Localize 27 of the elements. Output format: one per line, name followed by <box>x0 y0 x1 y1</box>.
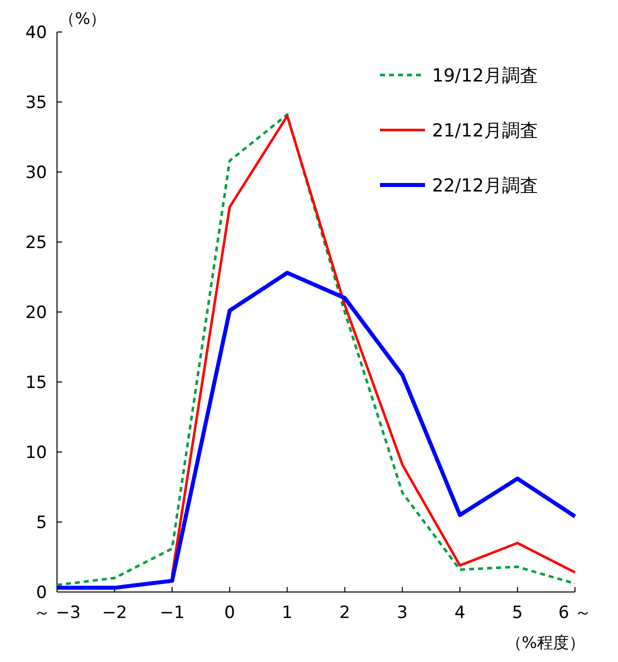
x-tick-label: 1 <box>282 603 293 623</box>
x-tick-label: 2 <box>339 603 350 623</box>
y-tick-label: 25 <box>25 232 47 253</box>
x-tick-label: 4 <box>454 603 466 623</box>
y-tick-label: 10 <box>25 442 47 463</box>
y-tick-label: 20 <box>25 302 47 323</box>
legend-label: 19/12月調査 <box>432 65 538 86</box>
legend-label: 21/12月調査 <box>432 120 538 142</box>
x-tick-label: 0 <box>224 603 236 623</box>
y-tick-label: 35 <box>25 92 47 113</box>
x-tick-label: ～ −3 <box>33 603 81 623</box>
x-tick-label: −2 <box>102 603 128 623</box>
y-tick-label: 0 <box>36 582 47 603</box>
y-axis-title: （%） <box>59 9 106 28</box>
x-axis-title: （%程度） <box>506 633 585 652</box>
y-tick-label: 5 <box>36 512 47 533</box>
x-tick-label: −1 <box>160 603 185 623</box>
line-series <box>55 270 577 590</box>
legend-label: 22/12月調査 <box>432 175 538 196</box>
y-tick-label: 30 <box>25 162 47 183</box>
line-series <box>170 114 576 576</box>
y-tick-label: 15 <box>25 372 47 393</box>
x-tick-label: 6 ～ <box>558 603 592 623</box>
x-tick-label: 5 <box>512 603 523 623</box>
y-tick-label: 40 <box>25 22 47 43</box>
x-tick-label: 3 <box>396 603 408 623</box>
line-series <box>56 113 576 586</box>
